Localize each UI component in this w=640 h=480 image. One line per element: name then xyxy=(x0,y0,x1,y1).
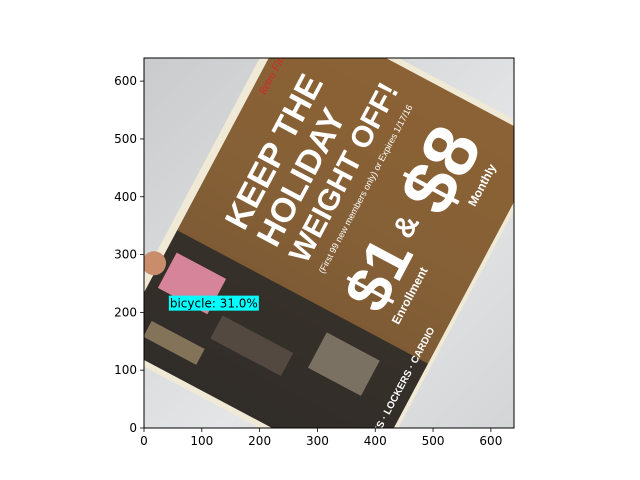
photo: RS Retro Fitness KEEP THE HOLIDAY WEIGHT… xyxy=(144,24,514,428)
x-tick-label: 500 xyxy=(422,434,445,448)
x-tick-label: 0 xyxy=(140,434,148,448)
x-tick-label: 100 xyxy=(190,434,213,448)
y-tick-label: 400 xyxy=(114,190,137,204)
y-axis: 0 100 200 300 400 500 600 xyxy=(114,74,144,435)
detection-label-bg xyxy=(168,295,259,311)
flyer-badge: RS xyxy=(298,24,314,42)
plot-area: RS Retro Fitness KEEP THE HOLIDAY WEIGHT… xyxy=(144,24,514,428)
y-tick-label: 200 xyxy=(114,305,137,319)
y-tick-label: 600 xyxy=(114,74,137,88)
detections: bicycle: 31.0% xyxy=(168,295,259,311)
plot-frame xyxy=(143,57,515,429)
x-tick-label: 400 xyxy=(364,434,387,448)
detection-label: bicycle: 31.0% xyxy=(170,297,258,311)
y-tick-label: 0 xyxy=(129,421,137,435)
y-tick-label: 500 xyxy=(114,132,137,146)
x-tick-label: 300 xyxy=(306,434,329,448)
y-tick-label: 100 xyxy=(114,363,137,377)
y-tick-label: 300 xyxy=(114,248,137,262)
x-axis: 0 100 200 300 400 500 600 xyxy=(140,428,502,448)
x-tick-label: 200 xyxy=(248,434,271,448)
x-tick-label: 600 xyxy=(479,434,502,448)
